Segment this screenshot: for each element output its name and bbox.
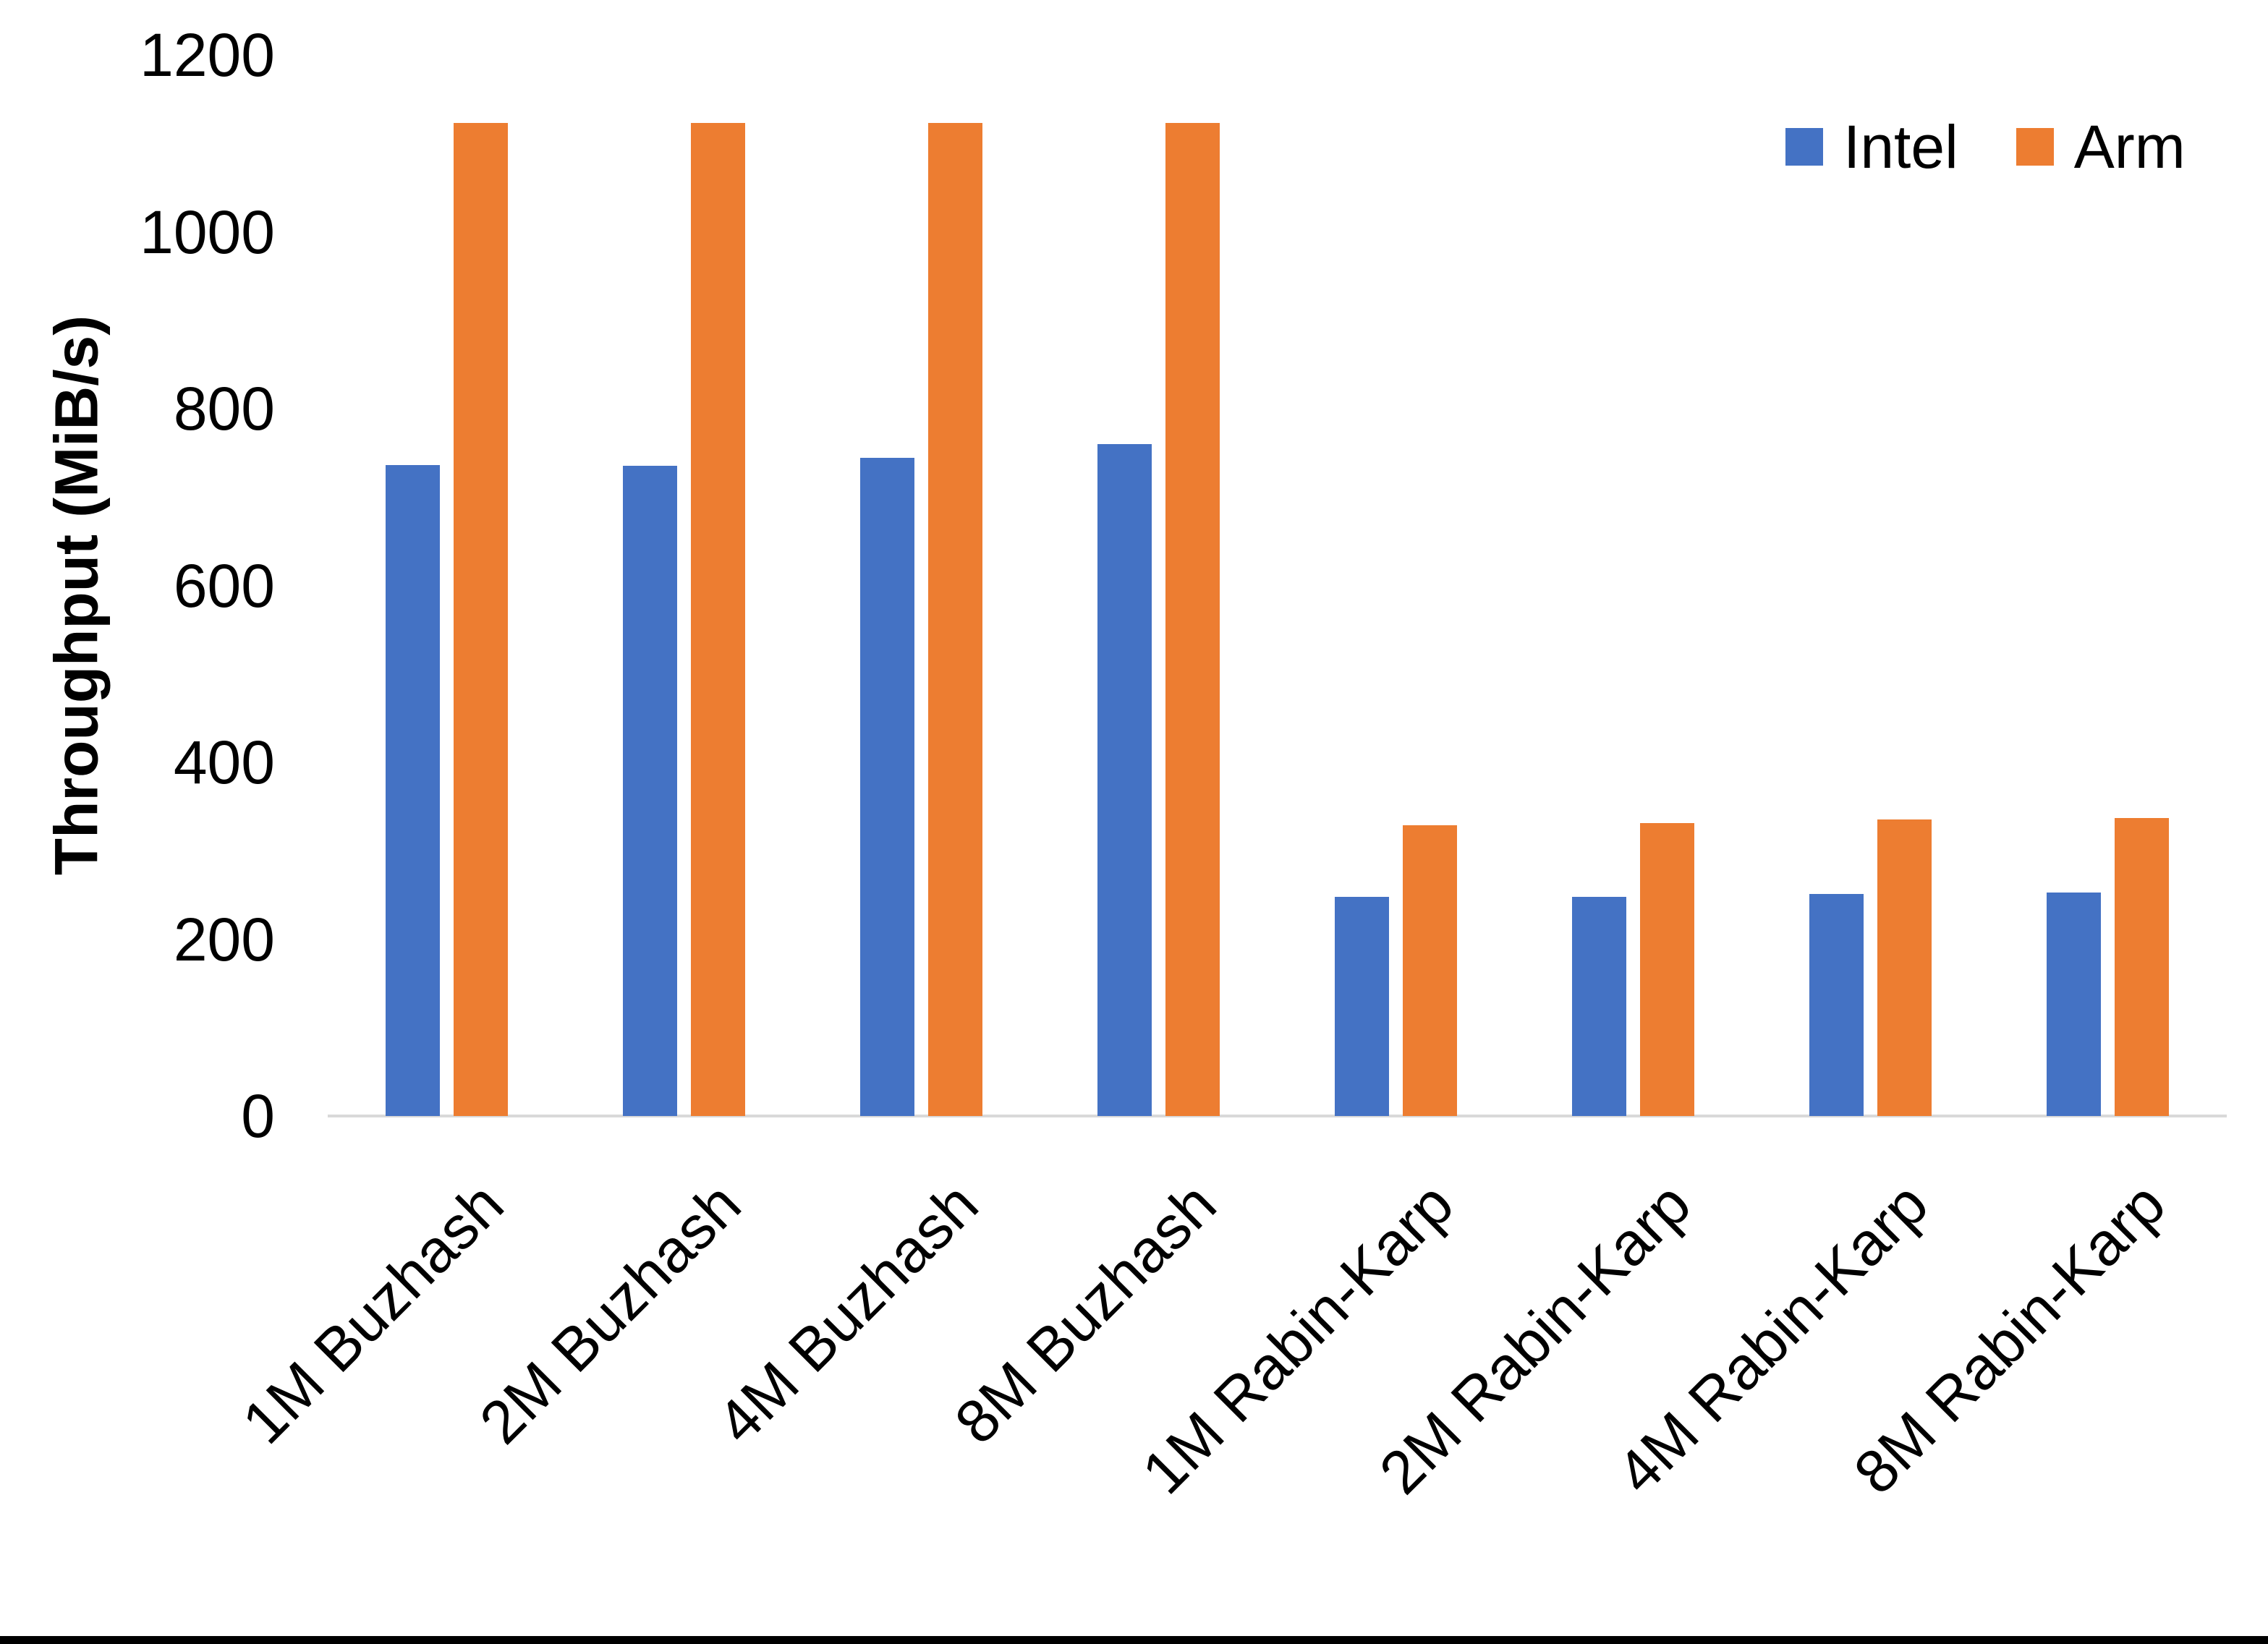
y-tick-label: 400 xyxy=(173,728,275,796)
y-tick-label: 1200 xyxy=(140,21,275,89)
bar-intel-7 xyxy=(1809,894,1864,1116)
y-tick-label: 600 xyxy=(173,551,275,620)
legend-label-arm: Arm xyxy=(2073,113,2186,181)
y-tick-label: 0 xyxy=(241,1082,275,1150)
bar-arm-2 xyxy=(691,123,745,1116)
bar-arm-8 xyxy=(2115,818,2169,1116)
legend-item-intel: Intel xyxy=(1785,108,1958,185)
legend-swatch-intel-icon xyxy=(1785,128,1823,166)
bar-arm-6 xyxy=(1640,823,1694,1116)
x-axis-line xyxy=(328,1115,2227,1117)
y-tick-label: 1000 xyxy=(140,197,275,266)
y-tick-label: 200 xyxy=(173,905,275,974)
figure-bottom-border xyxy=(0,1636,2268,1644)
legend-label-intel: Intel xyxy=(1843,113,1958,181)
bar-intel-3 xyxy=(860,458,914,1116)
bar-intel-1 xyxy=(386,465,440,1116)
legend: Intel Arm xyxy=(1785,108,2186,185)
bar-arm-5 xyxy=(1403,825,1457,1116)
bar-intel-8 xyxy=(2047,893,2101,1116)
y-tick-label: 800 xyxy=(173,375,275,443)
bar-intel-4 xyxy=(1097,444,1152,1116)
bar-arm-1 xyxy=(454,123,508,1116)
legend-item-arm: Arm xyxy=(2016,108,2186,185)
legend-swatch-arm-icon xyxy=(2016,128,2054,166)
bar-arm-4 xyxy=(1165,123,1220,1116)
bar-arm-7 xyxy=(1877,819,1932,1116)
bar-intel-5 xyxy=(1335,897,1389,1116)
bar-arm-3 xyxy=(928,123,982,1116)
bar-intel-2 xyxy=(623,466,677,1116)
bar-intel-6 xyxy=(1572,897,1626,1116)
